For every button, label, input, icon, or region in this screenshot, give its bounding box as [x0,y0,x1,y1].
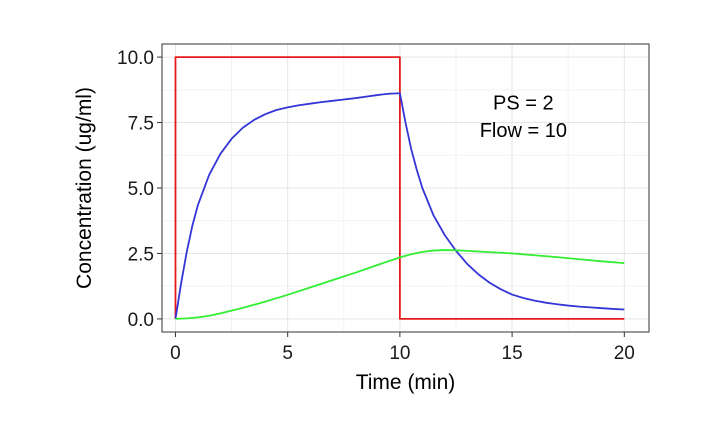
x-tick-label-0: 0 [170,343,181,364]
series-layer [174,56,625,320]
y-tick-label-1: 2.5 [128,244,154,265]
x-axis-title: Time (min) [356,371,456,394]
annotation-1: Flow = 10 [480,120,567,142]
y-tick-label-4: 10.0 [117,48,154,69]
x-tick-label-4: 20 [614,343,635,364]
annotations: PS = 2 Flow = 10 [480,92,567,141]
x-tick-label-3: 15 [502,343,523,364]
series-line-input [174,56,625,320]
series-line-plasma [174,92,625,320]
series-line-tissue [175,249,625,320]
tick-labels: 0 5 10 15 20 0.0 2.5 5.0 7.5 10.0 [117,48,635,364]
annotation-0: PS = 2 [493,92,554,114]
y-tick-label-3: 7.5 [128,114,154,135]
x-tick-label-2: 10 [389,343,410,364]
x-tick-label-1: 5 [282,343,293,364]
ticks [157,56,625,337]
y-tick-label-2: 5.0 [128,179,154,200]
y-axis-title: Concentration (ug/ml) [73,87,96,289]
y-tick-label-0: 0.0 [128,310,154,331]
